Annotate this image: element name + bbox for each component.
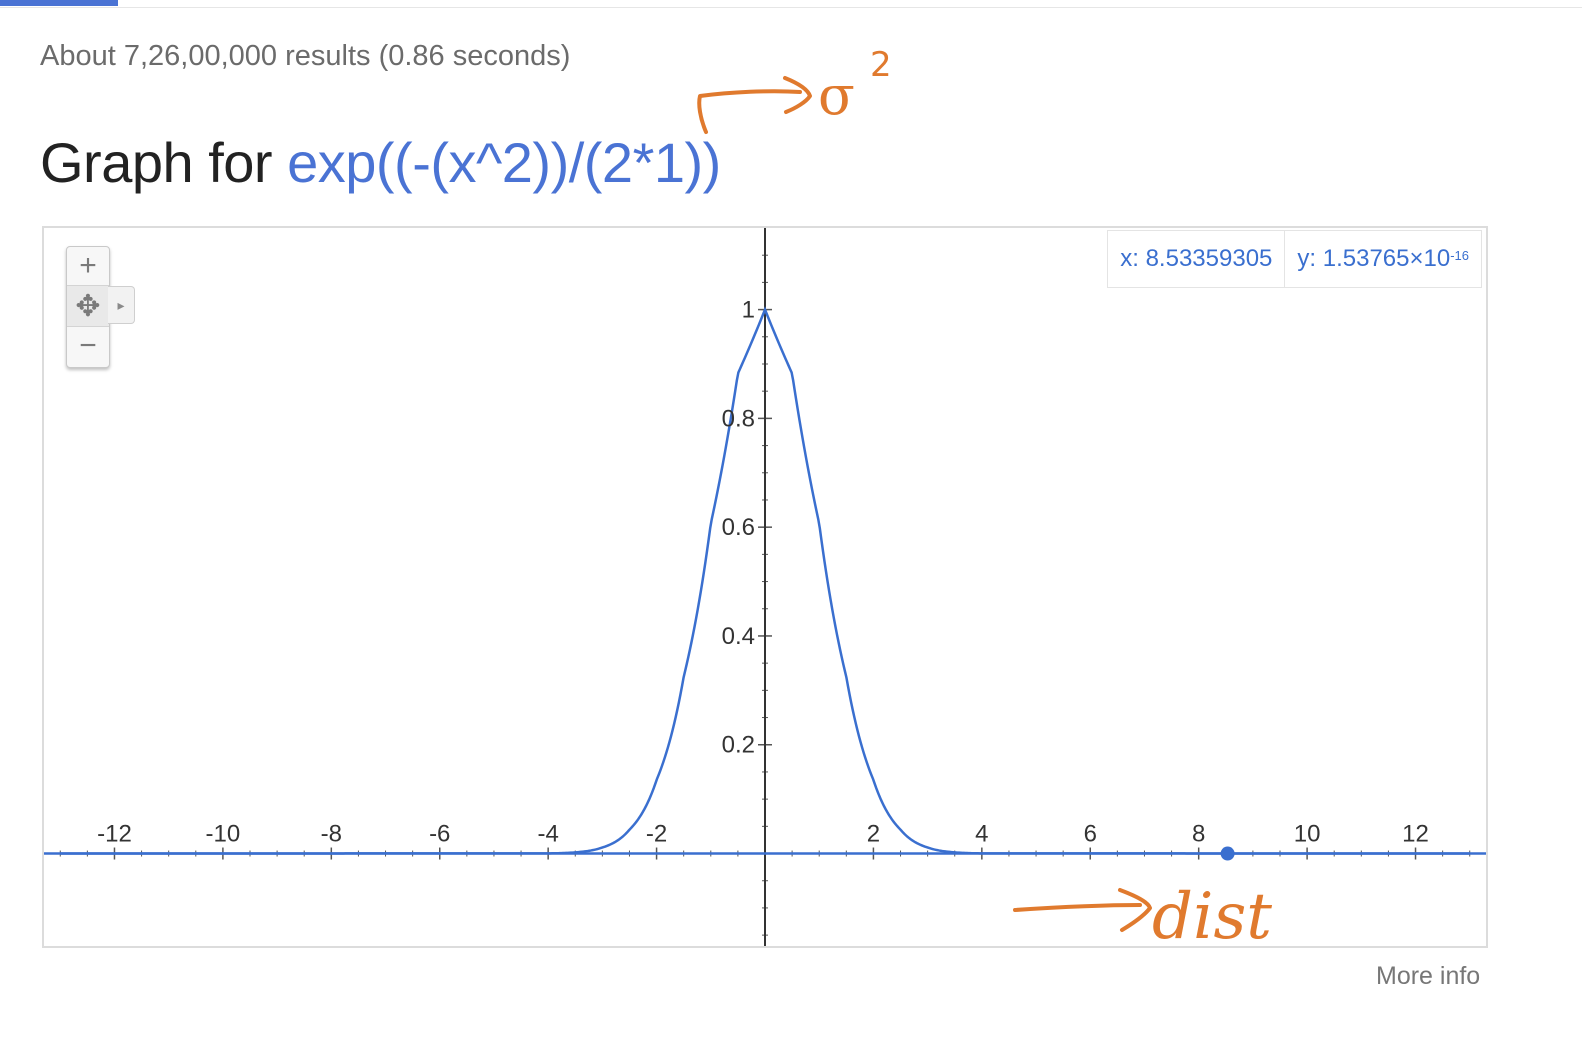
graph-expression: exp((-(x^2))/(2*1)) xyxy=(287,131,721,194)
y-tick-label: 0.6 xyxy=(722,514,755,541)
top-divider xyxy=(0,0,1582,8)
x-tick-label: -10 xyxy=(206,821,241,848)
zoom-out-button[interactable]: − xyxy=(79,329,97,362)
pan-icon[interactable]: ✥ xyxy=(67,286,109,327)
x-tick-label: 10 xyxy=(1294,821,1321,848)
y-tick-label: 1 xyxy=(742,297,755,324)
x-tick-label: 4 xyxy=(975,821,988,848)
x-tick-label: 8 xyxy=(1192,821,1205,848)
y-readout: y: 1.53765×10 -16 xyxy=(1284,231,1481,287)
y-readout-exponent: -16 xyxy=(1450,247,1469,263)
zoom-in-button[interactable]: + xyxy=(67,247,109,286)
x-tick-label: -4 xyxy=(537,821,558,848)
x-tick-label: -8 xyxy=(321,821,342,848)
x-tick-label: 6 xyxy=(1084,821,1097,848)
x-tick-label: -6 xyxy=(429,821,450,848)
y-tick-label: 0.4 xyxy=(722,623,755,650)
y-tick-label: 0.2 xyxy=(722,732,755,759)
sigma-exponent-note: 2 xyxy=(870,45,892,85)
graph-title: Graph for exp((-(x^2))/(2*1)) xyxy=(40,130,721,195)
zoom-control: + ✥ − xyxy=(66,246,110,368)
y-readout-value: y: 1.53765×10 xyxy=(1297,245,1451,272)
trace-point xyxy=(1220,846,1235,861)
active-tab-indicator xyxy=(0,0,118,6)
x-tick-label: 2 xyxy=(867,821,880,848)
graph-panel[interactable]: -12 -10 -8 -6 -4 -2 2 4 6 8 10 12 0.2 0.4 0.6 0.8 1 + ✥ … xyxy=(42,226,1488,948)
results-stats: About 7,26,00,000 results (0.86 seconds) xyxy=(40,40,571,72)
graph-title-prefix: Graph for xyxy=(40,131,288,194)
more-info-link[interactable]: More info xyxy=(1376,962,1481,990)
x-tick-label: 12 xyxy=(1402,821,1429,848)
pan-expand-arrow-icon[interactable]: ▸ xyxy=(108,286,135,324)
x-readout: x: 8.53359305 xyxy=(1120,245,1273,272)
sigma-note: σ xyxy=(818,64,855,127)
coordinate-readout: x: 8.53359305 y: 1.53765×10 -16 xyxy=(1107,230,1482,288)
function-plot[interactable]: -12 -10 -8 -6 -4 -2 2 4 6 8 10 12 0.2 0.4 0.6 0.8 1 xyxy=(44,228,1486,946)
x-tick-label: -2 xyxy=(646,821,667,848)
sigma-arrow-ink xyxy=(697,76,812,134)
y-tick-label: 0.8 xyxy=(722,405,755,432)
x-tick-label: -12 xyxy=(97,821,132,848)
